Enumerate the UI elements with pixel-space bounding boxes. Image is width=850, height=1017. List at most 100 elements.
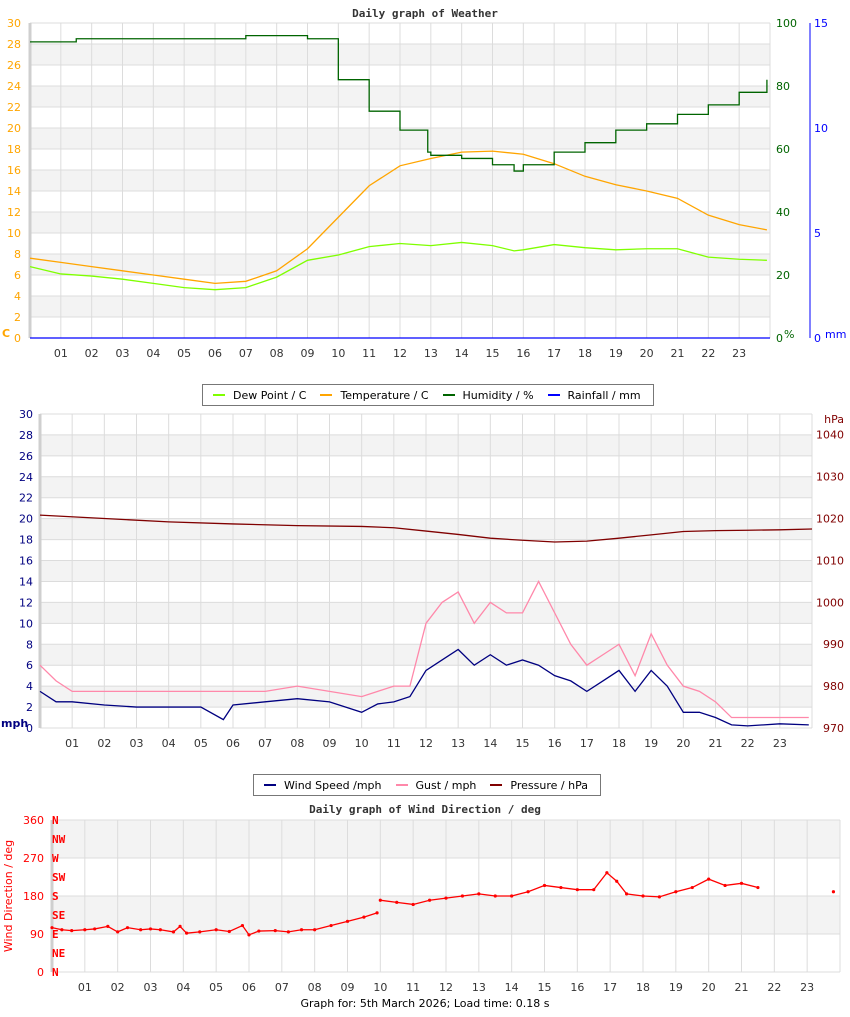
wind-direction-point	[460, 894, 465, 898]
y-tick-label-left: 4	[26, 680, 33, 693]
x-tick-label: 18	[636, 981, 650, 994]
x-tick-label: 12	[419, 737, 433, 750]
legend-wind: Wind Speed /mph Gust / mph Pressure / hP…	[253, 774, 601, 796]
y-tick-label-left: 4	[14, 290, 21, 303]
compass-label: W	[52, 852, 59, 865]
y-tick-label: 180	[23, 890, 44, 903]
x-tick-label: 14	[505, 981, 519, 994]
x-tick-label: 10	[331, 347, 345, 360]
y-tick-label-rainfall: 0	[814, 332, 821, 345]
x-tick-label: 22	[767, 981, 781, 994]
y-tick-label-left: 24	[19, 471, 33, 484]
x-tick-label: 13	[472, 981, 486, 994]
x-tick-label: 21	[735, 981, 749, 994]
y-tick-label-left: 24	[7, 80, 21, 93]
y-tick-label-left: 12	[7, 206, 21, 219]
wind-direction-line	[51, 912, 378, 936]
compass-label: S	[52, 890, 59, 903]
x-tick-label: 11	[362, 347, 376, 360]
y-tick-label: 270	[23, 852, 44, 865]
x-tick-label: 16	[516, 347, 530, 360]
x-tick-label: 05	[177, 347, 191, 360]
y-tick-label-left: 12	[19, 596, 33, 609]
x-tick-label: 23	[732, 347, 746, 360]
wind-direction-point	[624, 892, 629, 896]
legend-swatch-pressure	[490, 784, 503, 786]
wind-direction-point	[286, 930, 290, 934]
x-tick-label: 18	[578, 347, 592, 360]
wind-direction-point	[444, 896, 448, 900]
x-tick-label: 10	[373, 981, 387, 994]
y-tick-label-left: 28	[19, 429, 33, 442]
wind-direction-point	[657, 895, 662, 899]
y-tick-label-left: 26	[7, 59, 21, 72]
wind-direction-point	[615, 879, 619, 883]
y-axis-label-humidity: %	[784, 328, 794, 341]
x-tick-label: 23	[800, 981, 814, 994]
x-tick-label: 13	[451, 737, 465, 750]
wind-direction-point	[756, 885, 760, 890]
wind-direction-point	[178, 924, 182, 929]
wind-direction-point	[575, 888, 579, 892]
x-tick-label: 08	[308, 981, 322, 994]
wind-direction-point	[83, 928, 87, 932]
legend-swatch-rainfall	[547, 394, 560, 396]
y-axis-label-rainfall: mm	[825, 328, 846, 341]
x-tick-label: 01	[78, 981, 92, 994]
wind-direction-point	[674, 890, 678, 894]
legend-swatch-wind-speed	[264, 784, 276, 786]
x-tick-label: 23	[773, 737, 787, 750]
legend-label-rainfall: Rainfall / mm	[567, 388, 641, 402]
x-tick-label: 02	[111, 981, 125, 994]
legend-label-pressure: Pressure / hPa	[510, 778, 588, 792]
y-tick-label-rainfall: 15	[814, 17, 828, 30]
x-tick-label: 18	[612, 737, 626, 750]
compass-label: SW	[52, 871, 66, 884]
y-tick-label-pressure: 1040	[816, 429, 844, 442]
legend-label-humidity: Humidity / %	[462, 388, 534, 402]
y-tick-label-left: 30	[19, 408, 33, 421]
y-tick-label-pressure: 990	[823, 638, 844, 651]
x-tick-label: 20	[676, 737, 690, 750]
y-tick-label-humidity: 100	[776, 17, 797, 30]
wind-direction-point	[378, 898, 382, 902]
x-tick-label: 19	[669, 981, 683, 994]
dew-point-line	[29, 241, 767, 291]
y-tick-label-left: 10	[7, 227, 21, 240]
x-tick-label: 20	[702, 981, 716, 994]
y-tick-label-left: 8	[14, 248, 21, 261]
y-tick-label-left: 14	[19, 575, 33, 588]
y-tick-label-left: 18	[19, 534, 33, 547]
chart-title: Daily graph of Weather	[352, 7, 498, 20]
wind-direction-point	[198, 930, 202, 934]
y-tick-label-rainfall: 10	[814, 122, 828, 135]
compass-label: E	[52, 928, 59, 941]
x-tick-label: 16	[570, 981, 584, 994]
y-tick-label: 360	[23, 814, 44, 827]
x-tick-label: 15	[538, 981, 552, 994]
legend-label-gust: Gust / mph	[415, 778, 477, 792]
wind-direction-point	[273, 929, 277, 933]
x-tick-label: 06	[208, 347, 222, 360]
wind-direction-point	[148, 927, 153, 931]
y-tick-label-pressure: 1010	[816, 554, 844, 567]
wind-direction-point	[345, 919, 350, 923]
legend-swatch-gust	[395, 784, 408, 786]
compass-label: NW	[52, 833, 66, 846]
chart-title: Daily graph of Wind Direction / deg	[309, 803, 541, 816]
wind-direction-point	[395, 900, 399, 904]
wind-direction-point	[247, 933, 251, 937]
y-tick-label-humidity: 20	[776, 269, 790, 282]
x-tick-label: 03	[116, 347, 130, 360]
x-tick-label: 13	[424, 347, 438, 360]
y-tick-label-left: 8	[26, 638, 33, 651]
compass-label: N	[52, 814, 59, 827]
y-axis-label-pressure: hPa	[824, 413, 844, 426]
legend-weather: Dew Point / C Temperature / C Humidity /…	[202, 384, 654, 406]
y-tick-label-left: 30	[7, 17, 21, 30]
wind-direction-point	[93, 927, 97, 931]
wind-direction-point	[227, 929, 231, 934]
y-axis-label-left: C	[2, 327, 10, 340]
x-tick-label: 21	[709, 737, 723, 750]
